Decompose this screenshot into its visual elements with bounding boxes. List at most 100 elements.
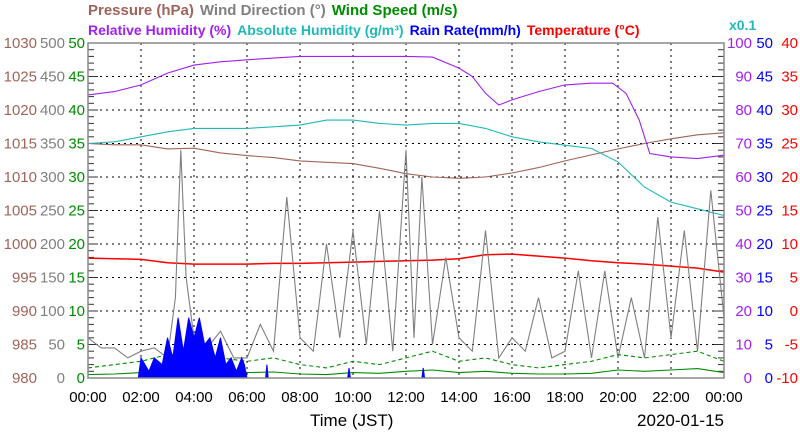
humidity-tick-label: 10 (735, 337, 752, 354)
x-tick-label: 00:00 (705, 389, 743, 406)
x-axis-label: Time (JST) (310, 411, 393, 430)
temperature-tick-label: 35 (781, 69, 798, 86)
abs-humidity-scale-note: x0.1 (729, 17, 756, 33)
legend-item: Pressure (hPa) (88, 2, 194, 19)
wind-speed-tick-label: 0 (77, 370, 85, 387)
date-label: 2020-01-15 (637, 411, 724, 430)
wind-speed-tick-label: 50 (68, 35, 85, 52)
temperature-tick-label: -5 (785, 337, 798, 354)
wind-speed-tick-label: 45 (68, 69, 85, 86)
x-tick-label: 12:00 (387, 389, 425, 406)
axes: 1030102510201015101010051000995990985980… (4, 35, 798, 406)
pressure-tick-label: 1005 (4, 203, 37, 220)
rain-rate-tick-label: 10 (756, 303, 773, 320)
pressure-tick-label: 990 (12, 303, 37, 320)
wind-direction-tick-label: 400 (40, 102, 65, 119)
legend-row-2: Relative Humidity (%) Absolute Humidity (… (88, 22, 640, 38)
rain-rate-tick-label: 30 (756, 169, 773, 186)
x-tick-label: 04:00 (175, 389, 213, 406)
pressure-tick-label: 985 (12, 337, 37, 354)
temperature-tick-label: 30 (781, 102, 798, 119)
wind-speed-tick-label: 40 (68, 102, 85, 119)
x-tick-label: 20:00 (599, 389, 637, 406)
pressure-tick-label: 995 (12, 270, 37, 287)
humidity-tick-label: 60 (735, 169, 752, 186)
wind-speed-tick-label: 20 (68, 236, 85, 253)
wind-direction-tick-label: 350 (40, 136, 65, 153)
series-rain-rate (88, 317, 724, 379)
humidity-tick-label: 100 (727, 35, 752, 52)
pressure-tick-label: 1020 (4, 102, 37, 119)
wind-direction-tick-label: 300 (40, 169, 65, 186)
humidity-tick-label: 30 (735, 270, 752, 287)
temperature-tick-label: 10 (781, 236, 798, 253)
temperature-tick-label: 0 (790, 303, 798, 320)
temperature-tick-label: 20 (781, 169, 798, 186)
legend-item: Absolute Humidity (g/m³) (237, 22, 403, 38)
series-absolute-humidity (87, 119, 725, 217)
pressure-tick-label: 1015 (4, 136, 37, 153)
legend-item: Relative Humidity (%) (88, 22, 231, 38)
legend-item: Wind Direction (°) (200, 2, 326, 19)
wind-direction-tick-label: 200 (40, 236, 65, 253)
rain-rate-tick-label: 0 (765, 370, 773, 387)
x-tick-label: 00:00 (69, 389, 107, 406)
rain-rate-tick-label: 40 (756, 102, 773, 119)
temperature-tick-label: 40 (781, 35, 798, 52)
wind-direction-tick-label: 450 (40, 69, 65, 86)
series-relative-humidity (87, 55, 725, 160)
rain-rate-tick-label: 35 (756, 136, 773, 153)
series-temperature (87, 253, 725, 273)
humidity-tick-label: 50 (735, 203, 752, 220)
wind-direction-tick-label: 150 (40, 270, 65, 287)
grid (88, 42, 724, 379)
x-tick-label: 08:00 (281, 389, 319, 406)
rain-rate-tick-label: 5 (765, 337, 773, 354)
humidity-tick-label: 0 (744, 370, 752, 387)
humidity-tick-label: 40 (735, 236, 752, 253)
x-tick-label: 10:00 (334, 389, 372, 406)
pressure-tick-label: 1000 (4, 236, 37, 253)
humidity-tick-label: 90 (735, 69, 752, 86)
series-wind-direction (87, 150, 725, 360)
legend-item: Rain Rate(mm/h) (410, 22, 521, 38)
rain-rate-tick-label: 15 (756, 270, 773, 287)
series-pressure (87, 132, 725, 179)
wind-speed-tick-label: 15 (68, 270, 85, 287)
x-tick-label: 16:00 (493, 389, 531, 406)
wind-speed-tick-label: 25 (68, 203, 85, 220)
wind-direction-tick-label: 500 (40, 35, 65, 52)
pressure-tick-label: 1025 (4, 69, 37, 86)
wind-direction-tick-label: 0 (57, 370, 65, 387)
legend-item: Temperature (°C) (527, 22, 640, 38)
pressure-tick-label: 980 (12, 370, 37, 387)
humidity-tick-label: 20 (735, 303, 752, 320)
temperature-tick-label: 15 (781, 203, 798, 220)
series-group (87, 55, 725, 379)
x-tick-label: 18:00 (546, 389, 584, 406)
humidity-tick-label: 80 (735, 102, 752, 119)
rain-rate-tick-label: 45 (756, 69, 773, 86)
wind-speed-tick-label: 35 (68, 136, 85, 153)
wind-speed-tick-label: 5 (77, 337, 85, 354)
temperature-tick-label: 25 (781, 136, 798, 153)
wind-speed-tick-label: 10 (68, 303, 85, 320)
legend-row-1: Pressure (hPa) Wind Direction (°) Wind Spe… (88, 2, 457, 19)
wind-direction-tick-label: 250 (40, 203, 65, 220)
temperature-tick-label: -10 (776, 370, 798, 387)
rain-rate-tick-label: 20 (756, 236, 773, 253)
humidity-tick-label: 70 (735, 136, 752, 153)
pressure-tick-label: 1030 (4, 35, 37, 52)
rain-rate-tick-label: 25 (756, 203, 773, 220)
legend-item: Wind Speed (m/s) (332, 2, 458, 19)
wind-direction-tick-label: 50 (48, 337, 65, 354)
wind-speed-tick-label: 30 (68, 169, 85, 186)
x-tick-label: 06:00 (228, 389, 266, 406)
temperature-tick-label: 5 (790, 270, 798, 287)
plot-frame (87, 42, 725, 379)
x-tick-label: 14:00 (440, 389, 478, 406)
rain-rate-tick-label: 50 (756, 35, 773, 52)
x-tick-label: 22:00 (652, 389, 690, 406)
